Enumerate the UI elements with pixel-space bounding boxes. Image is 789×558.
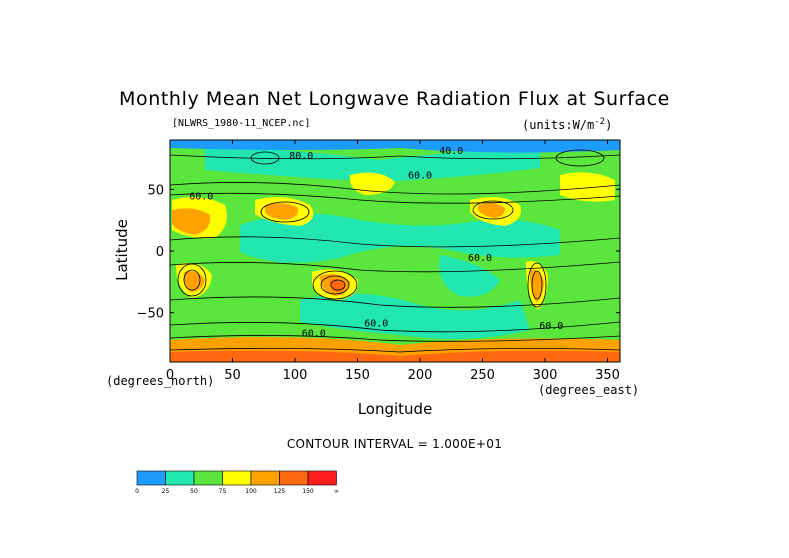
field-yellow-asia — [349, 172, 395, 195]
colorbar-swatch — [222, 470, 252, 486]
field-red-antarctic — [170, 350, 620, 362]
x-tick-label: 250 — [470, 368, 495, 383]
field-blue-arctic — [170, 140, 620, 153]
contour-label: 60.0 — [408, 171, 432, 182]
contour-lines — [170, 149, 620, 353]
field-orange-america — [478, 203, 506, 218]
x-axis-label: Longitude — [357, 400, 433, 418]
field-cyan-pacific — [439, 255, 500, 297]
colorbar-label: 0 — [135, 488, 139, 495]
x-tick-label: 200 — [408, 368, 433, 383]
heatmap-field — [170, 140, 620, 362]
colorbar-label: 150 — [302, 488, 314, 495]
colorbar-label: 25 — [162, 488, 170, 495]
x-tick-label: 0 — [166, 368, 174, 383]
contour-label: 60.0 — [539, 321, 563, 332]
contour-label: 80.0 — [289, 151, 313, 162]
colorbar-swatch — [307, 470, 337, 486]
y-ticks: −50 0 50 — [137, 183, 620, 322]
y-unit-label: (degrees_north) — [106, 374, 215, 388]
x-tick-label: 50 — [224, 368, 241, 383]
colorbar-label: 100 — [245, 488, 257, 495]
x-unit-label: (degrees_east) — [538, 383, 640, 397]
colorbar-swatch — [193, 470, 223, 486]
contour-label: 60.0 — [468, 253, 492, 264]
contour-label-layer: 40.0 80.0 60.0 60.0 60.0 60.0 60.0 60.0 — [189, 146, 563, 340]
x-tick-label: 300 — [533, 368, 558, 383]
contour-label: 60.0 — [302, 328, 326, 339]
contour-label: 40.0 — [439, 146, 463, 157]
contour-interval-label: CONTOUR INTERVAL = 1.000E+01 — [286, 437, 503, 451]
colorbar-swatch — [165, 470, 195, 486]
x-tick-label: 350 — [595, 368, 620, 383]
field-cyan-north — [205, 145, 540, 182]
y-tick-label: 0 — [156, 245, 164, 260]
colorbar: 0 25 50 75 100 125 150 ∞ — [135, 470, 339, 495]
colorbar-label: 50 — [190, 488, 198, 495]
colorbar-label: 125 — [274, 488, 286, 495]
contour-label: 60.0 — [189, 192, 213, 203]
x-ticks: 0 50 100 150 200 250 300 350 — [166, 140, 620, 383]
field-orange-west — [172, 208, 211, 235]
field-yellow-east — [560, 172, 615, 202]
y-tick-label: −50 — [137, 307, 164, 322]
contour-label: 60.0 — [364, 319, 388, 330]
x-tick-label: 100 — [283, 368, 308, 383]
y-tick-label: 50 — [147, 183, 164, 198]
colorbar-label: ∞ — [334, 488, 339, 495]
file-label: [NLWRS_1980-11_NCEP.nc] — [172, 118, 311, 129]
colorbar-label: 75 — [219, 488, 227, 495]
units-label: (units:W/m-2) — [522, 117, 613, 132]
chart-title: Monthly Mean Net Longwave Radiation Flux… — [119, 88, 670, 110]
colorbar-swatch — [250, 470, 280, 486]
x-tick-label: 150 — [345, 368, 370, 383]
colorbar-swatch — [279, 470, 309, 486]
field-orange-sahara — [265, 203, 299, 220]
colorbar-swatch — [136, 470, 166, 486]
field-cyan-tropics — [240, 213, 560, 263]
